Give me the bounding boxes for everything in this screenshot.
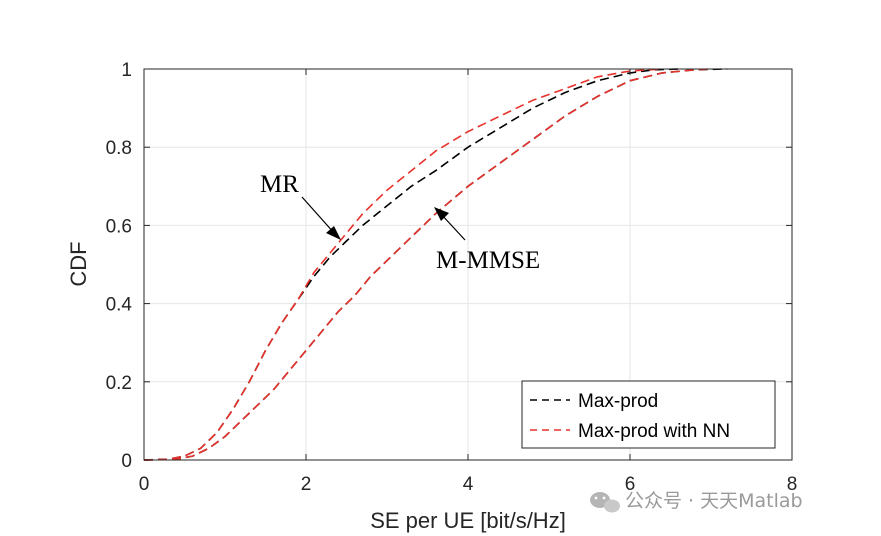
x-tick-label: 2	[301, 474, 312, 495]
y-tick-label: 0.6	[106, 216, 132, 237]
series-line-m-mmse-max-prod-with-nn	[143, 68, 712, 461]
watermark: 公众号 · 天天Matlab	[590, 490, 803, 513]
watermark-text: 公众号 · 天天Matlab	[625, 490, 803, 512]
wechat-icon	[590, 492, 620, 513]
x-tick-label: 8	[787, 474, 798, 495]
y-axis-label: CDF	[66, 241, 91, 286]
mr-arrow-line	[301, 196, 336, 235]
legend-label-max-prod: Max-prod	[578, 391, 658, 412]
mmmse-arrow-line	[440, 213, 466, 241]
y-tick-label: 1	[121, 60, 132, 81]
annotation-mr: MR	[260, 171, 299, 198]
y-tick-label: 0.4	[106, 295, 133, 316]
series-line-mr-max-prod	[143, 68, 679, 461]
x-axis-label: SE per UE [bit/s/Hz]	[370, 508, 566, 533]
legend: Max-prod Max-prod with NN	[521, 380, 776, 449]
x-tick-labels: 0 2 4 6 8	[139, 474, 798, 495]
y-tick-labels: 0 0.2 0.4 0.6 0.8 1	[106, 60, 133, 472]
y-tick-label: 0.8	[106, 138, 132, 159]
mr-arrow-head	[326, 226, 341, 240]
x-tick-label: 6	[625, 474, 636, 495]
series-lines	[143, 68, 728, 461]
x-tick-label: 0	[139, 474, 150, 495]
mmmse-arrow-head	[434, 207, 449, 221]
annotation-m-mmse: M-MMSE	[436, 247, 540, 274]
x-tick-label: 4	[463, 474, 474, 495]
y-tick-label: 0	[121, 451, 132, 472]
legend-label-max-prod-nn: Max-prod with NN	[578, 421, 730, 442]
axis-ticks	[143, 68, 793, 461]
legend-box	[521, 380, 776, 449]
series-line-mr-max-prod-with-nn	[143, 68, 663, 461]
y-tick-label: 0.2	[106, 373, 132, 394]
annotations: MR M-MMSE	[260, 171, 540, 274]
